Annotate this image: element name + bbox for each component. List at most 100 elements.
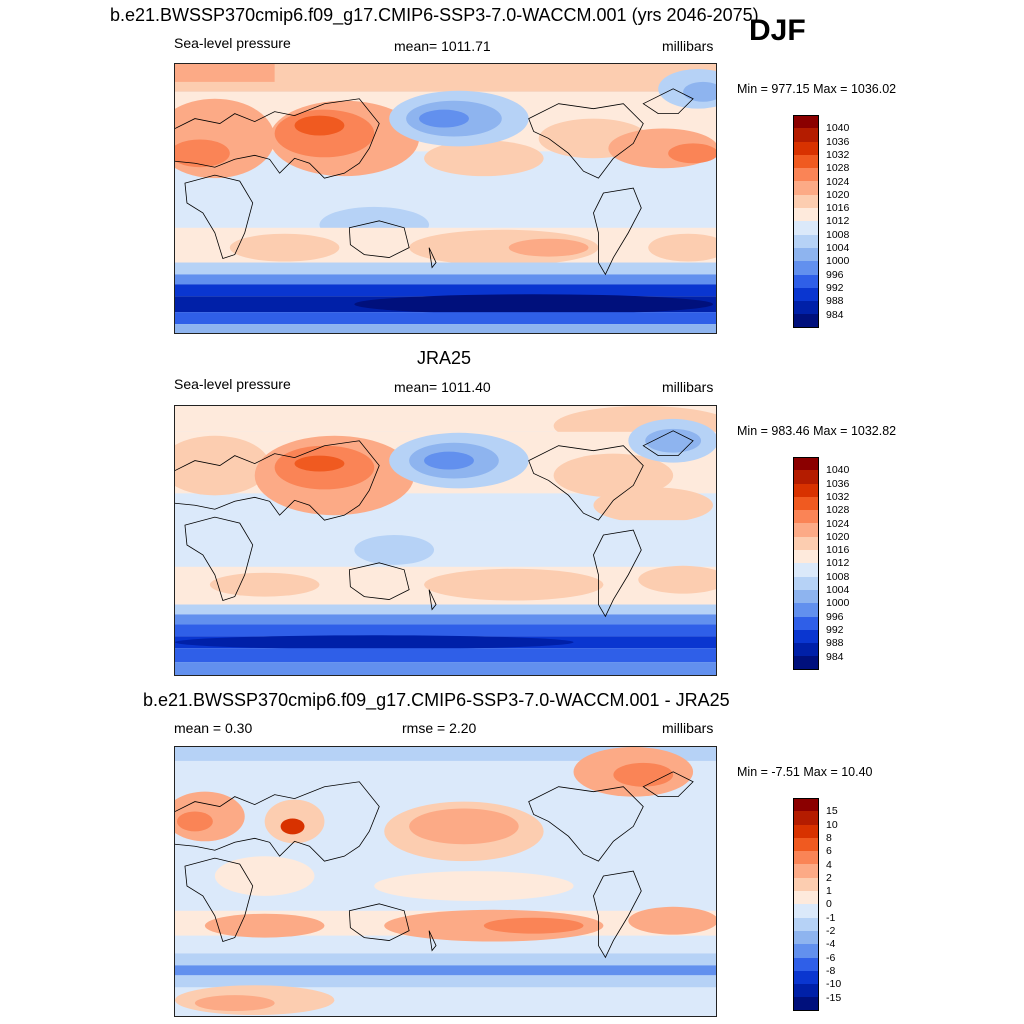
colorbar-label: 1040 — [826, 464, 850, 477]
colorbar-label: 1040 — [826, 122, 850, 135]
colorbar-swatch — [793, 798, 819, 812]
panel2-colorbar — [793, 457, 819, 670]
panel3-minmax: Min = -7.51 Max = 10.40 — [737, 765, 873, 779]
panel1-map — [174, 63, 717, 334]
colorbar-label: -8 — [826, 964, 836, 977]
colorbar-swatch — [793, 576, 819, 590]
panel3-units-label: millibars — [662, 720, 714, 736]
colorbar-swatch — [793, 851, 819, 865]
colorbar-swatch — [793, 643, 819, 657]
colorbar-swatch — [793, 970, 819, 985]
colorbar-label: 0 — [826, 898, 832, 911]
panel2-units-label: millibars — [662, 379, 714, 395]
colorbar-label: 1036 — [826, 135, 850, 148]
panel2-map — [174, 405, 717, 676]
colorbar-swatch — [793, 128, 819, 142]
colorbar-swatch — [793, 470, 819, 484]
colorbar-swatch — [793, 154, 819, 169]
colorbar-swatch — [793, 234, 819, 248]
panel3-title: b.e21.BWSSP370cmip6.f09_g17.CMIP6-SSP3-7… — [143, 690, 730, 710]
colorbar-swatch — [793, 877, 819, 892]
colorbar-swatch — [793, 314, 819, 328]
colorbar-swatch — [793, 589, 819, 604]
colorbar-swatch — [793, 603, 819, 617]
colorbar-swatch — [793, 864, 819, 878]
colorbar-label: 1036 — [826, 477, 850, 490]
colorbar-label: 1004 — [826, 584, 850, 596]
panel3-mean-label: mean = 0.30 — [174, 720, 253, 736]
panel1-variable-label: Sea-level pressure — [174, 35, 291, 51]
colorbar-swatch — [793, 957, 819, 971]
colorbar-swatch — [793, 483, 819, 497]
colorbar-label: 1016 — [826, 544, 850, 557]
colorbar-label: 1008 — [826, 228, 850, 241]
colorbar-swatch — [793, 656, 819, 670]
colorbar-swatch — [793, 930, 819, 945]
colorbar-swatch — [793, 274, 819, 288]
colorbar-swatch — [793, 261, 819, 275]
colorbar-swatch — [793, 510, 819, 524]
colorbar-label: -4 — [826, 938, 836, 951]
panel1-title: b.e21.BWSSP370cmip6.f09_g17.CMIP6-SSP3-7… — [110, 5, 759, 25]
colorbar-label: 1028 — [826, 504, 850, 517]
colorbar-label: 984 — [826, 308, 844, 321]
colorbar-label: 1020 — [826, 530, 850, 543]
colorbar-swatch — [793, 115, 819, 129]
colorbar-swatch — [793, 194, 819, 209]
colorbar-label: 1024 — [826, 175, 850, 188]
colorbar-swatch — [793, 944, 819, 958]
colorbar-swatch — [793, 811, 819, 825]
panel2-title: JRA25 — [417, 348, 472, 368]
colorbar-label: 1012 — [826, 215, 850, 228]
colorbar-label: 15 — [826, 805, 838, 818]
panel1-minmax: Min = 977.15 Max = 1036.02 — [737, 82, 897, 96]
colorbar-label: -1 — [826, 911, 836, 924]
colorbar-swatch — [793, 247, 819, 262]
colorbar-label: 1012 — [826, 557, 850, 570]
colorbar-swatch — [793, 824, 819, 838]
colorbar-swatch — [793, 891, 819, 905]
panel1-colorbar — [793, 115, 819, 328]
colorbar-swatch — [793, 917, 819, 931]
panel2-mean-label: mean= 1011.40 — [394, 379, 491, 395]
colorbar-label: 4 — [826, 858, 832, 871]
colorbar-label: 2 — [826, 871, 832, 884]
colorbar-label: 1020 — [826, 188, 850, 201]
panel1-units-label: millibars — [662, 38, 714, 54]
colorbar-label: 1000 — [826, 597, 850, 610]
panel3-colorbar — [793, 798, 819, 1011]
colorbar-swatch — [793, 168, 819, 182]
colorbar-label: 1 — [826, 885, 832, 898]
colorbar-label: -10 — [826, 978, 842, 991]
colorbar-label: -15 — [826, 991, 842, 1004]
colorbar-label: 988 — [826, 637, 844, 650]
panel2-variable-label: Sea-level pressure — [174, 376, 291, 392]
colorbar-swatch — [793, 550, 819, 564]
colorbar-label: 1004 — [826, 242, 850, 254]
colorbar-label: 996 — [826, 268, 844, 281]
colorbar-swatch — [793, 629, 819, 644]
colorbar-label: 10 — [826, 818, 838, 831]
colorbar-swatch — [793, 904, 819, 918]
colorbar-label: 1032 — [826, 148, 850, 161]
colorbar-label: 1008 — [826, 570, 850, 583]
colorbar-label: 6 — [826, 845, 832, 858]
panel1-mean-label: mean= 1011.71 — [394, 38, 491, 54]
colorbar-swatch — [793, 616, 819, 630]
colorbar-swatch — [793, 141, 819, 155]
colorbar-label: -2 — [826, 925, 836, 937]
colorbar-label: 1024 — [826, 517, 850, 530]
colorbar-label: 1028 — [826, 162, 850, 175]
season-label: DJF — [749, 14, 806, 47]
colorbar-swatch — [793, 301, 819, 315]
colorbar-swatch — [793, 984, 819, 998]
colorbar-swatch — [793, 523, 819, 537]
panel3-rmse-label: rmse = 2.20 — [402, 720, 477, 736]
colorbar-swatch — [793, 536, 819, 551]
colorbar-label: 992 — [826, 623, 844, 636]
panel3-map — [174, 746, 717, 1017]
colorbar-label: 988 — [826, 295, 844, 308]
colorbar-label: 1000 — [826, 255, 850, 268]
colorbar-swatch — [793, 181, 819, 195]
colorbar-swatch — [793, 221, 819, 235]
